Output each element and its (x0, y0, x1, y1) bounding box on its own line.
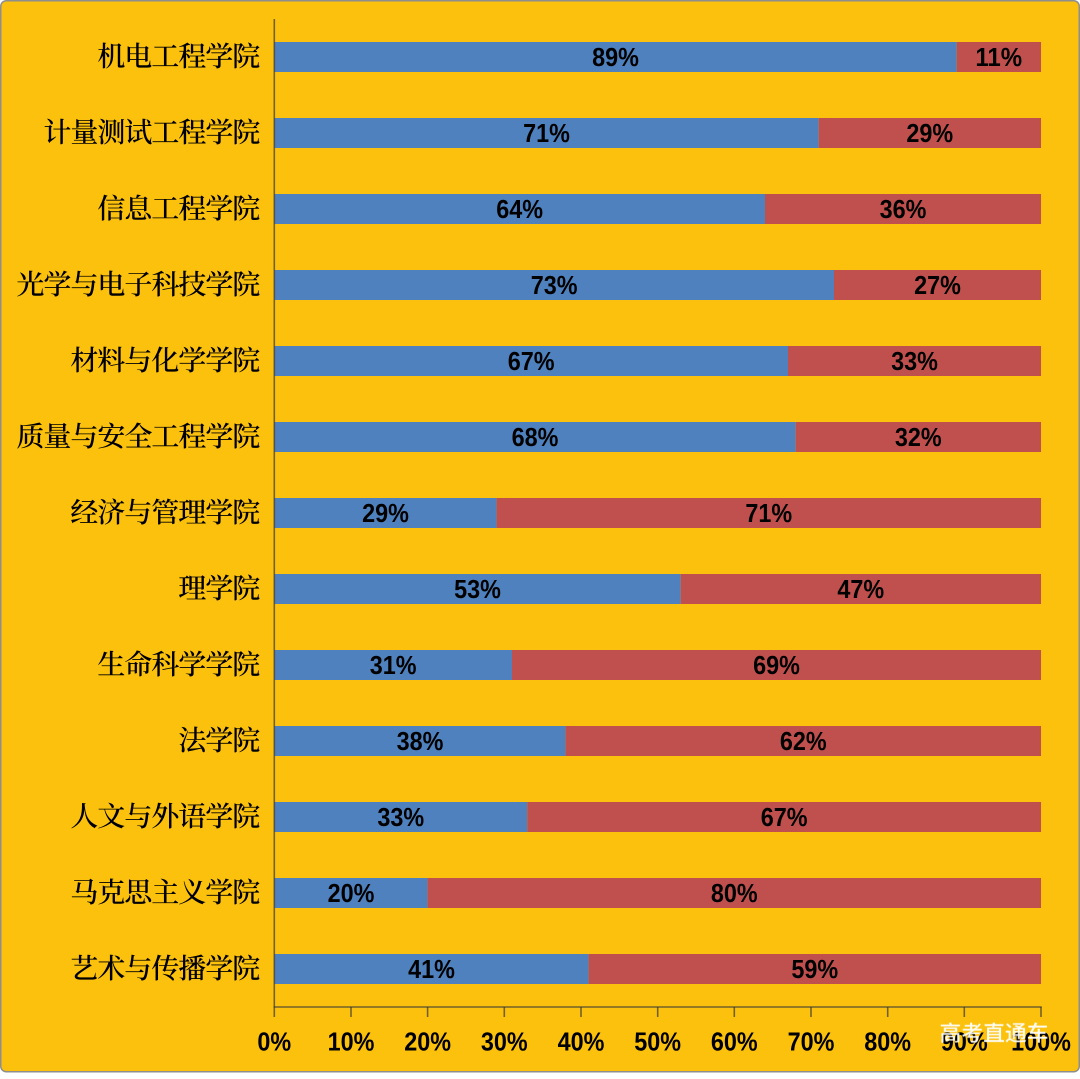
svg-text:70%: 70% (788, 1027, 835, 1057)
svg-text:20%: 20% (328, 878, 375, 908)
svg-text:59%: 59% (791, 954, 838, 984)
svg-text:73%: 73% (531, 270, 578, 300)
svg-text:71%: 71% (745, 498, 792, 528)
svg-text:38%: 38% (397, 726, 444, 756)
svg-text:47%: 47% (837, 574, 884, 604)
svg-text:50%: 50% (634, 1027, 681, 1057)
svg-text:68%: 68% (512, 422, 559, 452)
svg-text:33%: 33% (377, 802, 424, 832)
svg-text:33%: 33% (891, 346, 938, 376)
svg-text:80%: 80% (864, 1027, 911, 1057)
svg-text:29%: 29% (362, 498, 409, 528)
svg-text:53%: 53% (454, 574, 501, 604)
svg-text:80%: 80% (711, 878, 758, 908)
svg-text:10%: 10% (328, 1027, 375, 1057)
svg-text:67%: 67% (508, 346, 555, 376)
svg-text:29%: 29% (906, 118, 953, 148)
svg-text:62%: 62% (780, 726, 827, 756)
svg-text:71%: 71% (523, 118, 570, 148)
svg-text:20%: 20% (404, 1027, 451, 1057)
svg-text:41%: 41% (408, 954, 455, 984)
svg-text:40%: 40% (558, 1027, 605, 1057)
svg-text:31%: 31% (370, 650, 417, 680)
svg-text:60%: 60% (711, 1027, 758, 1057)
svg-text:27%: 27% (914, 270, 961, 300)
svg-text:32%: 32% (895, 422, 942, 452)
svg-text:30%: 30% (481, 1027, 528, 1057)
svg-text:64%: 64% (496, 194, 543, 224)
svg-text:36%: 36% (880, 194, 927, 224)
svg-text:89%: 89% (592, 42, 639, 72)
svg-text:11%: 11% (975, 42, 1022, 72)
svg-text:69%: 69% (753, 650, 800, 680)
svg-text:67%: 67% (761, 802, 808, 832)
svg-text:0%: 0% (257, 1027, 291, 1057)
